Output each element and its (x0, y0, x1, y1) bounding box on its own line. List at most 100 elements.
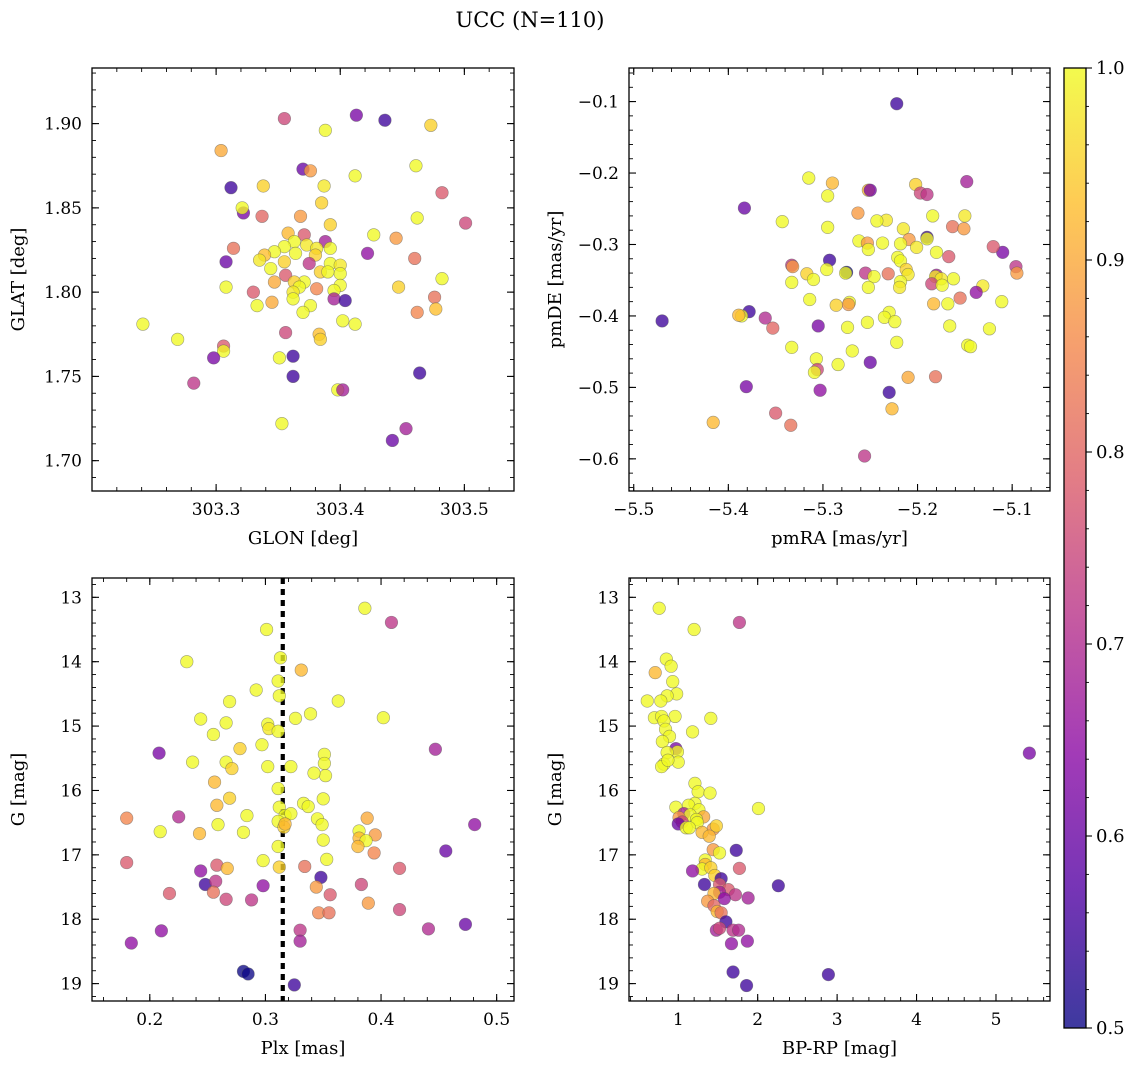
scatter-point (376, 711, 390, 725)
scatter-point (288, 246, 303, 260)
scatter-point (410, 305, 424, 319)
scatter-point (256, 879, 270, 893)
scatter-point (863, 355, 877, 369)
scatter-point (875, 236, 890, 250)
scatter-point (298, 859, 312, 874)
x-tick-label: 1 (673, 1010, 684, 1030)
scatter-point (303, 707, 318, 721)
y-tick-label: 15 (597, 717, 619, 737)
y-tick-label: 1.70 (44, 452, 82, 472)
scatter-point (702, 829, 716, 843)
scatter-point (309, 880, 323, 894)
scatter-point (953, 291, 967, 305)
scatter-point (821, 189, 835, 203)
scatter-point (162, 886, 177, 901)
scatter-point (317, 179, 331, 193)
scatter-point (666, 675, 680, 689)
scatter-point (664, 659, 678, 673)
y-tick-label: 19 (597, 975, 619, 995)
y-tick-label: −0.5 (578, 378, 619, 398)
x-tick-label: 303.3 (192, 500, 241, 520)
y-tick-label: −0.6 (578, 450, 619, 470)
scatter-point (256, 179, 270, 193)
scatter-point (655, 734, 669, 749)
x-tick-label: −5.3 (802, 500, 843, 520)
scatter-point (468, 817, 482, 832)
scatter-point (803, 292, 817, 307)
colorbar-tick-label: 0.7 (1096, 634, 1125, 655)
x-axis-label: BP-RP [mag] (782, 1038, 897, 1059)
scatter-point (410, 211, 424, 225)
colorbar-tick-label: 0.6 (1096, 826, 1125, 847)
x-tick-label: 0.2 (136, 1010, 163, 1030)
y-axis-label: G [mag] (545, 753, 566, 826)
scatter-point (378, 113, 392, 127)
scatter-point (313, 332, 327, 346)
scatter-point (732, 861, 747, 875)
scatter-point (272, 351, 287, 365)
scatter-point (428, 742, 442, 756)
chart-panels: 303.3 303.4 303.5 1.70 1.75 1.80 1.85 1.90 GLON … (8, 67, 1051, 1059)
scatter-point (439, 844, 453, 858)
scatter-point (413, 366, 427, 380)
scatter-point (839, 266, 853, 280)
scatter-point (668, 709, 682, 724)
scatter-point (706, 415, 720, 430)
scatter-point (210, 798, 224, 812)
scatter-point (249, 683, 263, 697)
scatter-point (769, 406, 783, 420)
scatter-point (813, 383, 827, 397)
scatter-point (841, 297, 856, 312)
scatter-point (180, 655, 194, 669)
scatter-point (348, 169, 362, 183)
scatter-point (384, 615, 399, 630)
scatter-point (214, 143, 228, 158)
scatter-point (318, 123, 332, 137)
scatter-point (995, 295, 1009, 309)
y-tick-label: 18 (597, 910, 619, 930)
scatter-point (301, 799, 315, 814)
scatter-point (225, 761, 239, 776)
scatter-point (255, 209, 269, 223)
scatter-point (120, 811, 134, 825)
scatter-point (307, 766, 321, 780)
scatter-point (286, 292, 300, 306)
scatter-point (399, 422, 413, 436)
scatter-point (256, 854, 270, 868)
scatter-point (172, 810, 186, 824)
figure-title: UCC (N=110) (456, 8, 605, 32)
scatter-point (273, 651, 288, 665)
x-tick-label: 5 (991, 1010, 1002, 1030)
scatter-point (224, 181, 238, 195)
x-tick-label: 0.4 (368, 1010, 395, 1030)
y-tick-label: 14 (60, 653, 82, 673)
scatter-point (892, 280, 907, 294)
scatter-point (206, 885, 220, 899)
panel-glon-glat: 303.3 303.4 303.5 1.70 1.75 1.80 1.85 1.90 GLON … (8, 67, 515, 549)
scatter-point (323, 241, 337, 255)
scatter-point (703, 786, 717, 800)
scatter-point (323, 888, 337, 902)
scatter-point (244, 893, 259, 907)
x-axis-label: Plx [mas] (261, 1038, 346, 1059)
scatter-point (272, 860, 286, 874)
scatter-point (315, 196, 329, 210)
scatter-point (315, 817, 329, 832)
panel-plx-g: 0.2 0.3 0.4 0.5 13 14 15 16 17 18 19 Plx [mas] G [ma… (8, 577, 515, 1059)
y-tick-label: 16 (597, 781, 619, 801)
scatter-point (323, 218, 337, 232)
scatter-point (821, 968, 835, 982)
scatter-point (338, 293, 352, 308)
scatter-point (928, 370, 943, 384)
scatter-point (392, 861, 407, 875)
x-tick-label: −5.1 (992, 500, 1033, 520)
scatter-point (286, 369, 300, 384)
scatter-point (870, 214, 884, 228)
scatter-point (361, 896, 375, 910)
scatter-point (739, 380, 753, 394)
x-tick-label: 3 (832, 1010, 843, 1030)
scatter-point (153, 825, 167, 839)
x-axis-label: pmRA [mas/yr] (771, 528, 908, 549)
scatter-point (154, 924, 168, 938)
y-tick-label: 15 (60, 717, 82, 737)
